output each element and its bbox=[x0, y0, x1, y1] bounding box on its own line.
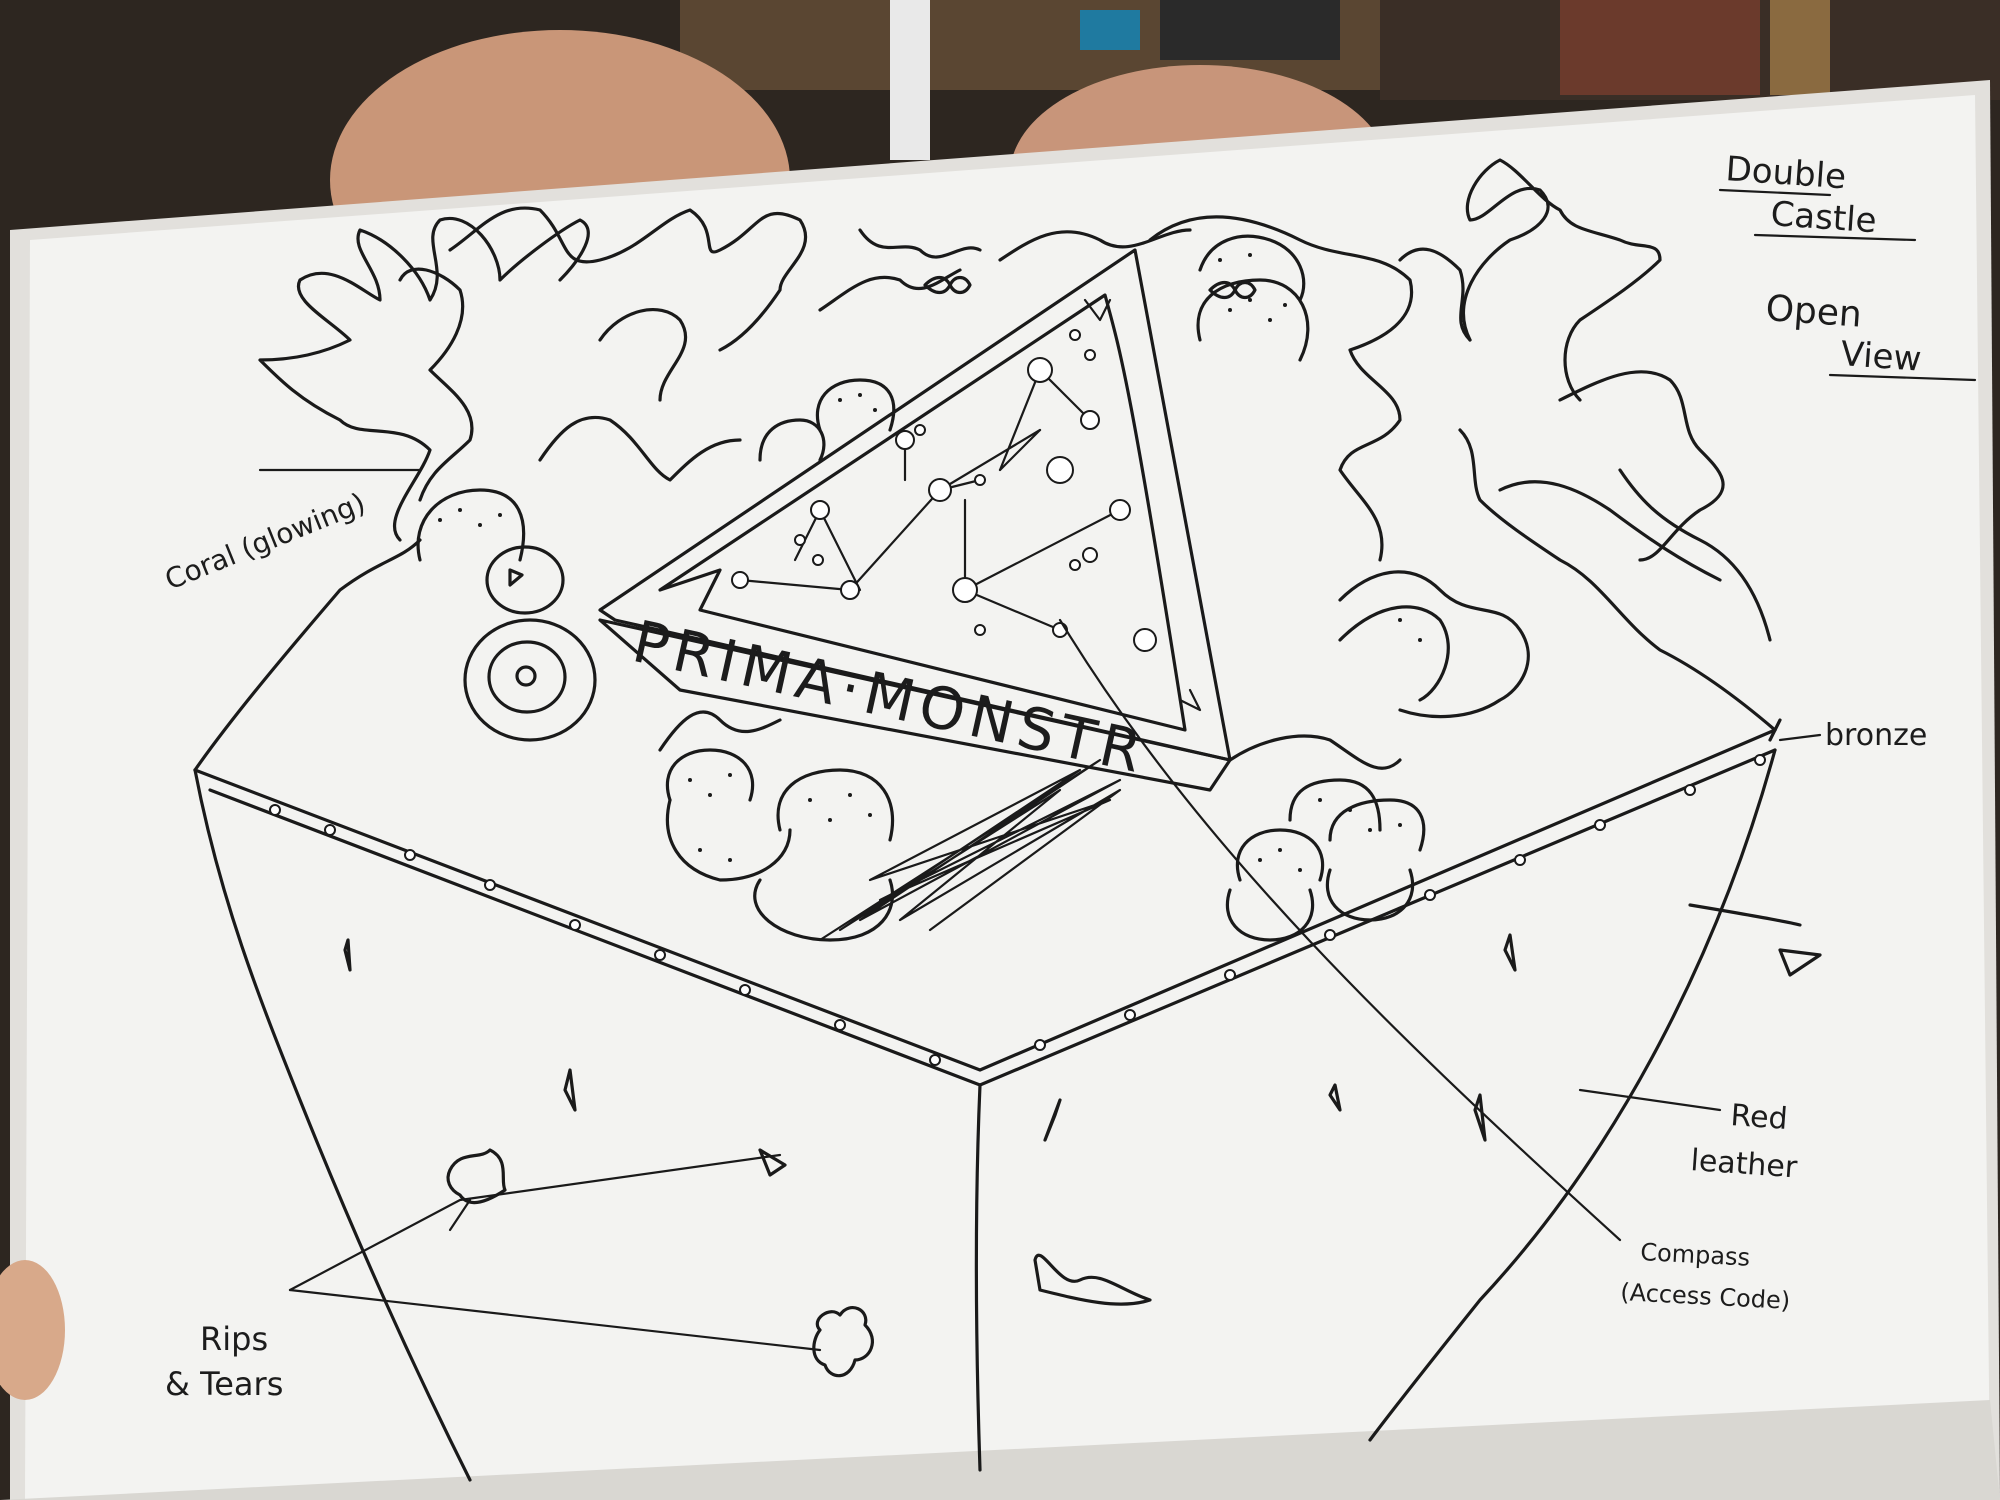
title-line-2: Castle bbox=[1769, 194, 1878, 241]
leader-lines bbox=[258, 468, 1822, 1352]
title-block: Double Castle Open View bbox=[1718, 149, 1977, 382]
sketchbook bbox=[0, 80, 2000, 1500]
rivets bbox=[269, 754, 1766, 1066]
coral-growth bbox=[258, 158, 1772, 770]
thumb bbox=[0, 1260, 65, 1400]
scribble bbox=[818, 758, 1122, 942]
label-red-leather-1: Red bbox=[1729, 1098, 1788, 1137]
coral-blobs bbox=[416, 234, 1450, 942]
eye-shapes bbox=[463, 275, 1257, 742]
label-rips-2: & Tears bbox=[165, 1365, 283, 1403]
paper-page bbox=[25, 95, 1990, 1500]
castle-drawing: PRIMA·MONSTR bbox=[193, 158, 1822, 1482]
title-line-1: Double bbox=[1724, 149, 1847, 197]
panel-marks bbox=[343, 903, 1822, 1378]
constellation-stars bbox=[731, 329, 1157, 652]
view-line-2: View bbox=[1839, 334, 1922, 380]
label-compass-1: Compass bbox=[1640, 1238, 1751, 1272]
label-red-leather-2: leather bbox=[1689, 1143, 1799, 1185]
view-line-1: Open bbox=[1764, 288, 1863, 336]
coral-dots bbox=[438, 253, 1422, 872]
castle-box bbox=[193, 428, 1782, 1482]
label-bronze: bronze bbox=[1825, 718, 1927, 753]
label-rips-1: Rips bbox=[200, 1320, 268, 1358]
